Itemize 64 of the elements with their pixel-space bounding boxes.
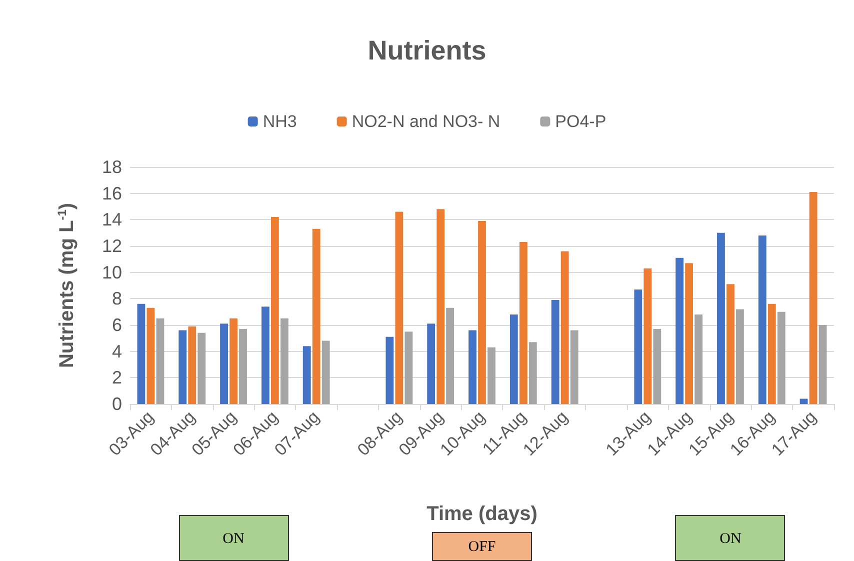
bar <box>230 318 238 404</box>
bar <box>560 251 569 404</box>
bar <box>570 330 578 404</box>
bar <box>510 314 518 404</box>
bar <box>156 318 164 404</box>
bar <box>488 347 496 404</box>
bar <box>386 336 394 404</box>
bar <box>551 300 560 404</box>
y-axis-title: Nutrients (mg L-1) <box>55 202 78 368</box>
bar <box>478 220 486 404</box>
bar <box>800 398 808 404</box>
bar <box>188 326 196 404</box>
legend-label: NH3 <box>262 112 297 131</box>
y-tick-label: 14 <box>102 210 122 230</box>
y-tick-label: 4 <box>112 341 122 362</box>
bar <box>261 306 270 404</box>
bar <box>239 328 247 404</box>
y-tick-label: 16 <box>102 183 122 204</box>
bar <box>436 209 445 404</box>
bar <box>644 268 652 404</box>
y-tick-label: 8 <box>112 288 122 309</box>
y-tick-label: 18 <box>102 157 122 177</box>
bar <box>777 312 786 404</box>
bar <box>280 318 288 404</box>
bar <box>758 235 766 404</box>
bar <box>528 342 537 404</box>
legend-label: PO4-P <box>555 112 606 131</box>
bar <box>270 217 279 404</box>
y-tick-label: 12 <box>102 236 122 256</box>
y-tick-label: 2 <box>112 368 122 388</box>
bar <box>726 284 734 404</box>
bar <box>302 346 311 404</box>
y-tick-label: 0 <box>112 394 122 414</box>
bar <box>653 328 662 404</box>
bar <box>446 308 454 404</box>
y-tick-label: 10 <box>102 262 122 282</box>
bar <box>395 212 404 404</box>
bar <box>809 192 818 404</box>
bar <box>468 330 476 404</box>
bar <box>736 309 744 404</box>
bar <box>685 263 694 404</box>
status-box: ON <box>675 515 786 561</box>
bar <box>768 304 776 404</box>
bar <box>427 324 436 404</box>
bar <box>322 340 330 404</box>
bar <box>312 228 320 404</box>
bar <box>137 304 146 404</box>
bar <box>198 332 206 404</box>
bar <box>818 325 827 404</box>
legend-label: NO2-N and NO3- N <box>352 112 500 131</box>
bar <box>404 332 413 404</box>
status-box: OFF <box>432 532 532 561</box>
bar <box>519 242 528 404</box>
status-box: ON <box>178 515 289 561</box>
x-axis-title: Time (days) <box>426 503 538 525</box>
bar <box>676 258 684 404</box>
bar <box>178 330 187 404</box>
bar <box>220 324 228 404</box>
bar <box>634 289 642 404</box>
bar <box>694 314 703 404</box>
bar <box>717 232 725 404</box>
bar <box>146 308 155 404</box>
chart-title: Nutrients <box>368 36 486 66</box>
y-tick-label: 6 <box>112 315 122 335</box>
